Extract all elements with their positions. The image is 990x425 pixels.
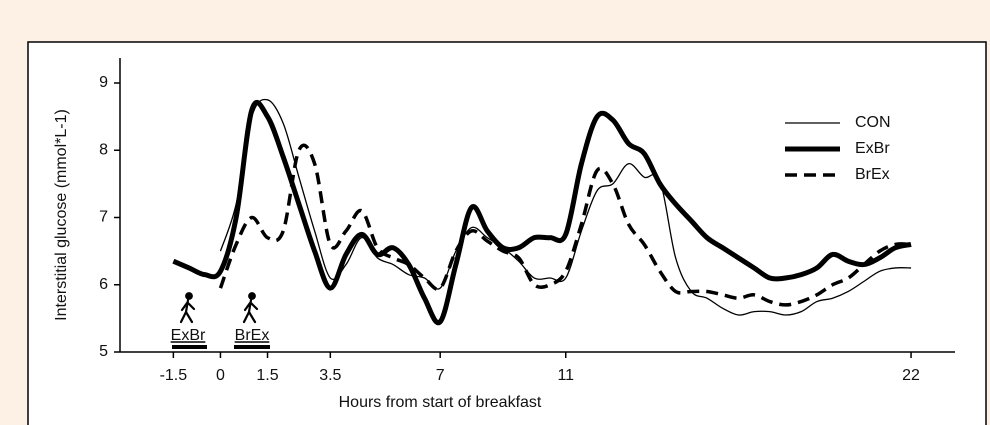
x-tick-label: 0 [216,367,225,384]
x-tick-label: 22 [902,367,920,384]
walker-icon [242,292,259,324]
x-tick-label: 3.5 [319,367,341,384]
panel [27,41,987,425]
walker-icon [179,292,196,324]
y-tick-label: 6 [99,276,108,293]
x-tick-label: 7 [436,367,445,384]
y-tick-label: 5 [99,343,108,360]
x-tick-label: 1.5 [256,367,278,384]
x-tick-label: -1.5 [160,367,188,384]
y-axis-title: Interstitial glucose (mmol*L-1) [53,109,70,321]
legend-label: ExBr [855,140,890,157]
legend-label: BrEx [855,166,890,183]
x-axis-title: Hours from start of breakfast [339,394,542,411]
x-tick-label: 11 [557,367,574,384]
annotation: BrEx [235,327,270,344]
y-tick-label: 9 [99,74,108,91]
series-line [219,98,912,316]
y-tick-label: 7 [99,209,108,226]
annotation: ExBr [171,327,206,344]
y-tick-label: 8 [99,141,108,158]
legend-label: CON [855,114,891,131]
